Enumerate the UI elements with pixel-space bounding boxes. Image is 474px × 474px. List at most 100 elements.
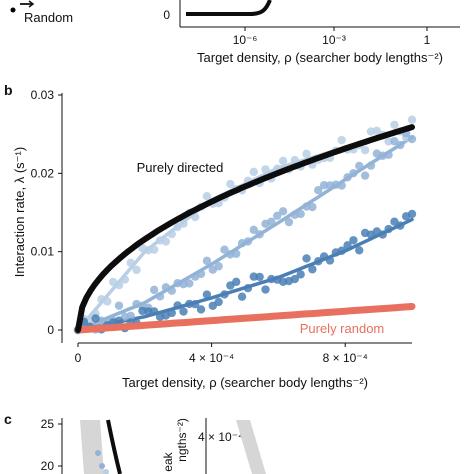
panel-b-data-point — [232, 249, 241, 258]
panel-b-data-point — [349, 168, 358, 178]
panel-b-data-point — [290, 155, 300, 165]
panel-c-y-tick-25: 25 — [41, 417, 55, 431]
panel-a-x-tick-label: 10⁻⁶ — [233, 33, 258, 47]
panel-b-data-point — [360, 146, 370, 155]
panel-b-data-point — [296, 209, 305, 219]
purely-directed-label: Purely directed — [137, 160, 224, 175]
panel-b-data-point — [267, 217, 276, 226]
panel-b-data-point — [196, 305, 206, 314]
panel-b-label: b — [4, 82, 13, 98]
panel-b-data-point — [91, 314, 100, 323]
panel-b-x-axis-label: Target density, ρ (searcher body lengths… — [122, 375, 368, 390]
panel-b-data-point — [103, 297, 112, 306]
panel-b-data-point — [255, 272, 264, 282]
panel-b-data-point — [237, 292, 247, 301]
panel-b-data-point — [161, 237, 171, 246]
panel-b-y-tick-label: 0 — [47, 323, 54, 337]
panel-b-data-point — [308, 265, 317, 274]
panel-b-data-point — [390, 120, 399, 129]
panel-c-grey-band — [80, 420, 104, 474]
panel-b-x-tick-label: 0 — [75, 351, 82, 365]
panel-b-data-point — [196, 269, 206, 279]
panel-b-data-point — [114, 301, 124, 310]
panel-b-data-point — [355, 161, 364, 171]
panel-a-x-axis-label: Target density, ρ (searcher body lengths… — [197, 50, 443, 65]
panel-b-data-point — [120, 275, 130, 284]
panel-b-y-tick-label: 0.03 — [31, 88, 55, 102]
panel-a-fragment: Random 0 10⁻⁶ 10⁻³ 1 Target density, ρ (… — [10, 0, 460, 65]
panel-b-data-point — [249, 167, 258, 177]
panel-b-data-point — [337, 135, 346, 145]
panel-c-point — [103, 469, 109, 474]
panel-b-data-point — [214, 262, 223, 271]
panel-c-label: c — [4, 411, 12, 427]
purely-random-curve — [74, 303, 416, 334]
panel-b-data-point — [378, 230, 387, 239]
panel-b-data-point — [314, 186, 323, 195]
panel-b-data-point — [226, 179, 235, 189]
panel-b-data-point — [149, 245, 159, 254]
purely-random-label: Purely random — [300, 321, 385, 336]
panel-b-data-point — [407, 134, 417, 144]
panel-b-data-point — [190, 299, 200, 309]
panel-b-data-point — [355, 246, 364, 255]
panel-b-data-point — [149, 285, 159, 295]
panel-b-data-point — [319, 181, 329, 190]
panel-b-data-point — [179, 219, 188, 228]
panel-b-data-point — [202, 290, 212, 299]
panel-b-data-point — [126, 258, 135, 268]
panel-b-data-point — [202, 256, 212, 266]
panel-b-data-point — [243, 283, 253, 293]
panel-b-data-point — [167, 308, 176, 318]
panel-c-point — [99, 463, 105, 469]
panel-b-data-point — [314, 257, 323, 266]
panel-c-black-curve — [106, 419, 122, 474]
panel-b-data-point — [384, 150, 393, 159]
panel-b-data-point — [278, 207, 288, 216]
panel-a-x-tick-label: 1 — [424, 33, 431, 47]
panel-c-point — [95, 450, 101, 456]
panel-b-data-point — [337, 181, 346, 190]
panel-c-grey-band-2 — [236, 420, 266, 474]
panel-b-data-point — [337, 246, 346, 255]
panel-a-x-tick-label: 10⁻³ — [322, 33, 346, 47]
panel-b-data-point — [407, 209, 417, 219]
panel-b-y-axis-label: Interaction rate, λ (s⁻¹) — [12, 147, 27, 277]
panel-c-y-tick-20: 20 — [41, 459, 55, 473]
panel-b-data-point — [278, 156, 288, 166]
panel-b-data-point — [296, 270, 305, 279]
panel-b-x-tick-label: 4 × 10⁻⁴ — [189, 351, 234, 365]
panel-c-secondary-y-label: eak — [161, 451, 175, 471]
panel-a-y-tick-0: 0 — [163, 8, 170, 22]
panel-b-data-point — [249, 225, 258, 235]
panel-b-data-point — [255, 230, 264, 239]
panel-b-data-point — [144, 307, 153, 316]
panel-b-data-point — [273, 211, 282, 221]
panel-b-data-point — [243, 237, 253, 246]
panel-b-data-point — [366, 161, 376, 170]
panel-b-data-point — [360, 171, 370, 180]
panel-b-data-point — [232, 277, 241, 287]
panel-b-data-point — [343, 173, 352, 182]
random-legend-marker — [10, 7, 16, 13]
panel-b-data-point — [384, 224, 393, 234]
panel-b-data-point — [173, 301, 182, 310]
panel-b-data-point — [343, 241, 352, 250]
panel-b-data-point — [167, 229, 176, 239]
panel-c-secondary-y-label: ngths⁻²) — [175, 418, 189, 462]
panel-b-data-point — [220, 245, 229, 254]
panel-b-data-point — [290, 274, 300, 284]
panel-b-data-point — [114, 281, 124, 290]
panel-b-chart: 0 0.01 0.02 0.03 0 4 × 10⁻⁴ 8 × 10⁻⁴ Purely d… — [12, 88, 417, 390]
panel-b-data-point — [126, 311, 135, 321]
panel-b-data-point — [384, 137, 393, 146]
panel-b-data-point — [114, 316, 124, 325]
panel-b-data-point — [132, 265, 141, 275]
panel-b-data-point — [214, 297, 223, 307]
panel-b-data-point — [167, 286, 176, 295]
panel-a-curve — [186, 0, 272, 16]
panel-b-data-point — [396, 140, 405, 150]
panel-b-data-point — [155, 292, 165, 301]
panel-b-data-point — [349, 236, 358, 245]
